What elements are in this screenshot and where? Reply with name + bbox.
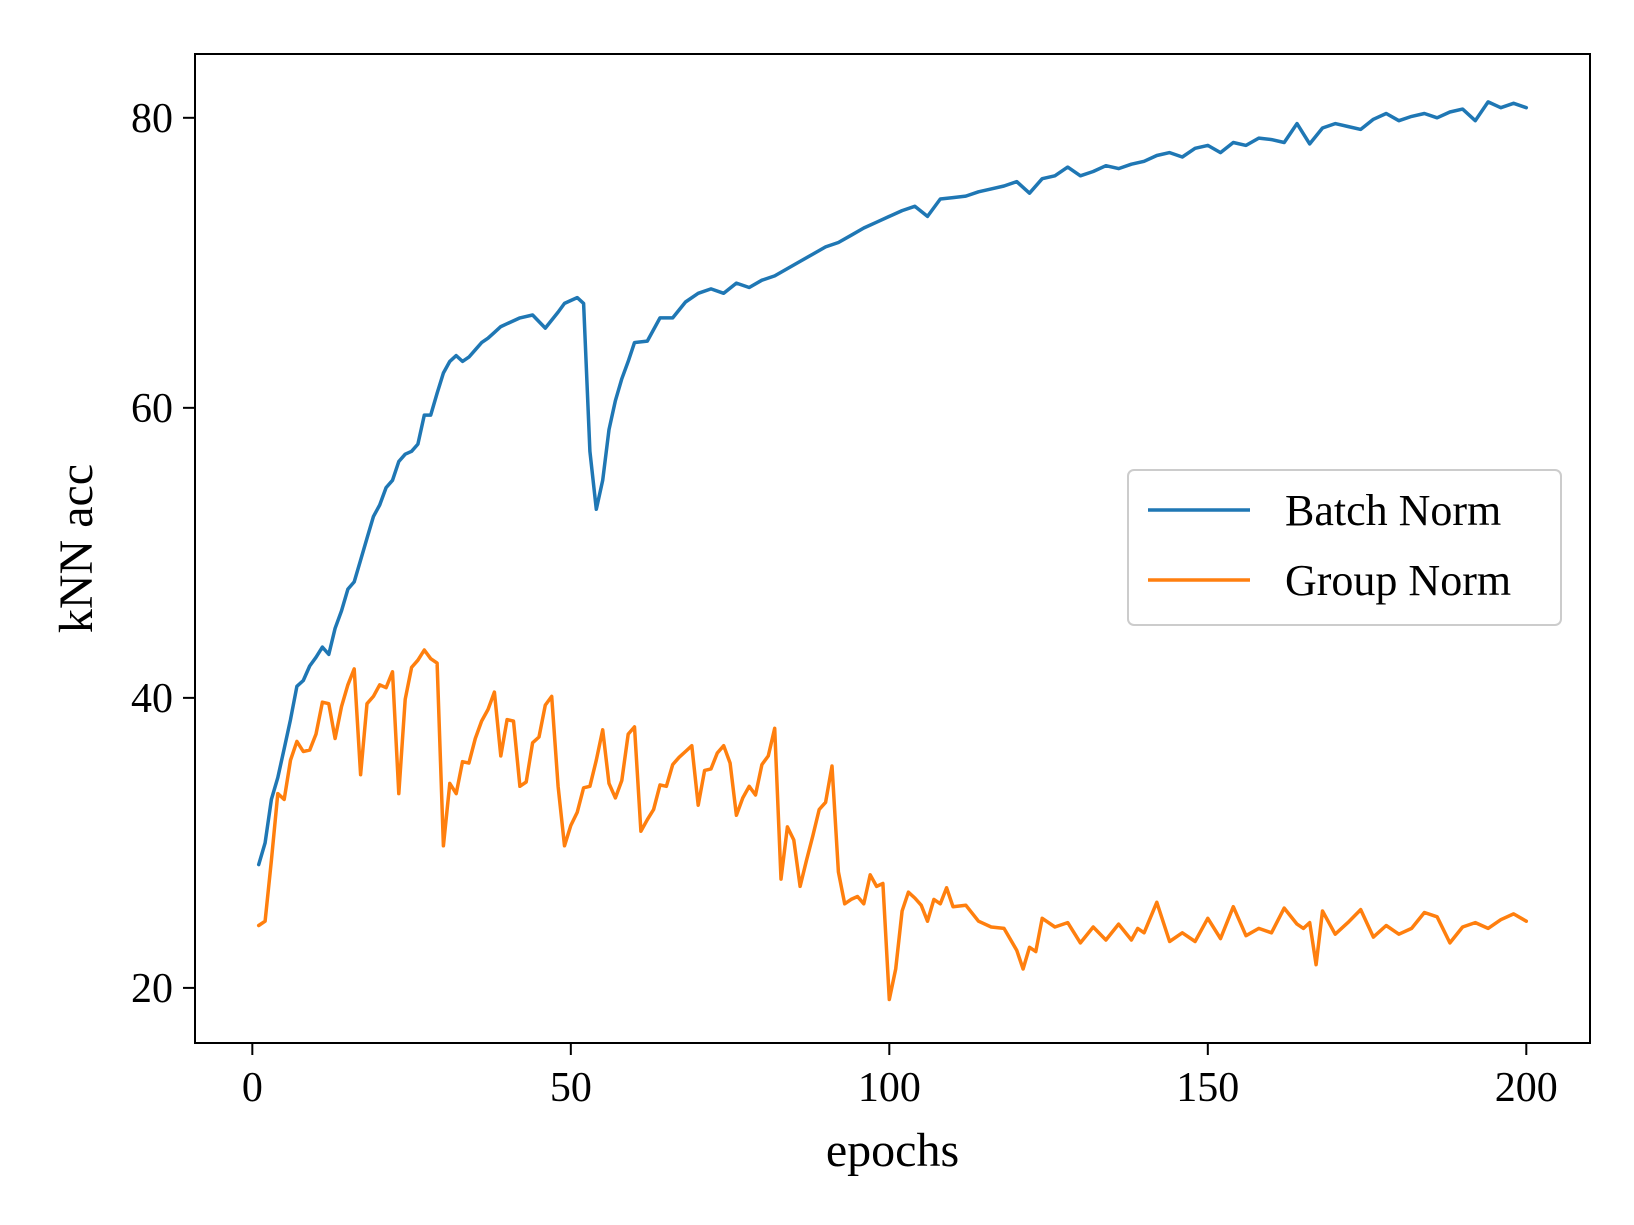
x-tick-label: 150 (1176, 1065, 1239, 1111)
x-axis: 0 50 100 150 200 (242, 1043, 1558, 1111)
y-tick-label: 40 (131, 676, 173, 722)
x-axis-label: epochs (826, 1124, 959, 1177)
series-line-group-norm (256, 648, 1529, 1002)
y-axis: 20 40 60 80 (131, 96, 195, 1012)
x-tick-label: 50 (550, 1065, 592, 1111)
x-tick-label: 0 (242, 1065, 263, 1111)
legend: Batch Norm Group Norm (1127, 469, 1562, 626)
y-tick-label: 20 (131, 966, 173, 1012)
x-tick-label: 100 (858, 1065, 921, 1111)
y-tick-label: 60 (131, 386, 173, 432)
y-tick-label: 80 (131, 96, 173, 142)
y-axis-label: kNN acc (50, 464, 103, 633)
series-layer (256, 100, 1529, 1002)
legend-label-batch-norm: Batch Norm (1285, 486, 1501, 535)
plot-frame (194, 53, 1591, 1044)
x-tick-label: 200 (1495, 1065, 1558, 1111)
legend-label-group-norm: Group Norm (1285, 556, 1511, 605)
series-line-batch-norm (256, 100, 1529, 867)
